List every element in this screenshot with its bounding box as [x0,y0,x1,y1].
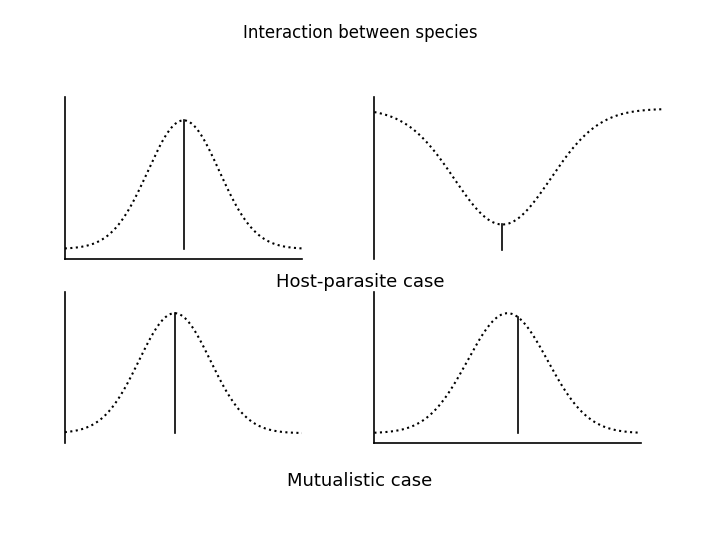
Text: Host-parasite case: Host-parasite case [276,273,444,291]
Text: Interaction between species: Interaction between species [243,24,477,42]
Text: Mutualistic case: Mutualistic case [287,472,433,490]
